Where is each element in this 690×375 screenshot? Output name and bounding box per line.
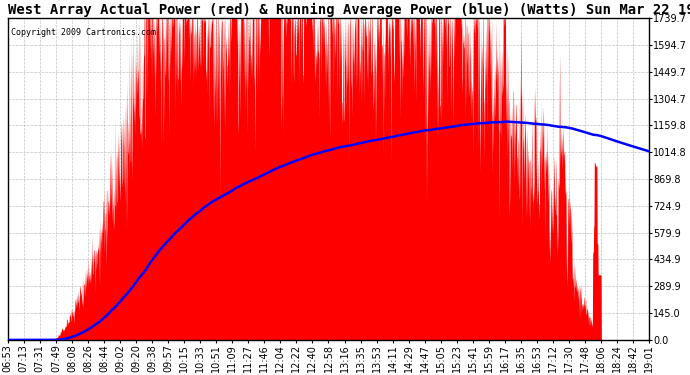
Text: Copyright 2009 Cartronics.com: Copyright 2009 Cartronics.com (11, 28, 156, 37)
Text: West Array Actual Power (red) & Running Average Power (blue) (Watts) Sun Mar 22 : West Array Actual Power (red) & Running … (8, 3, 690, 17)
